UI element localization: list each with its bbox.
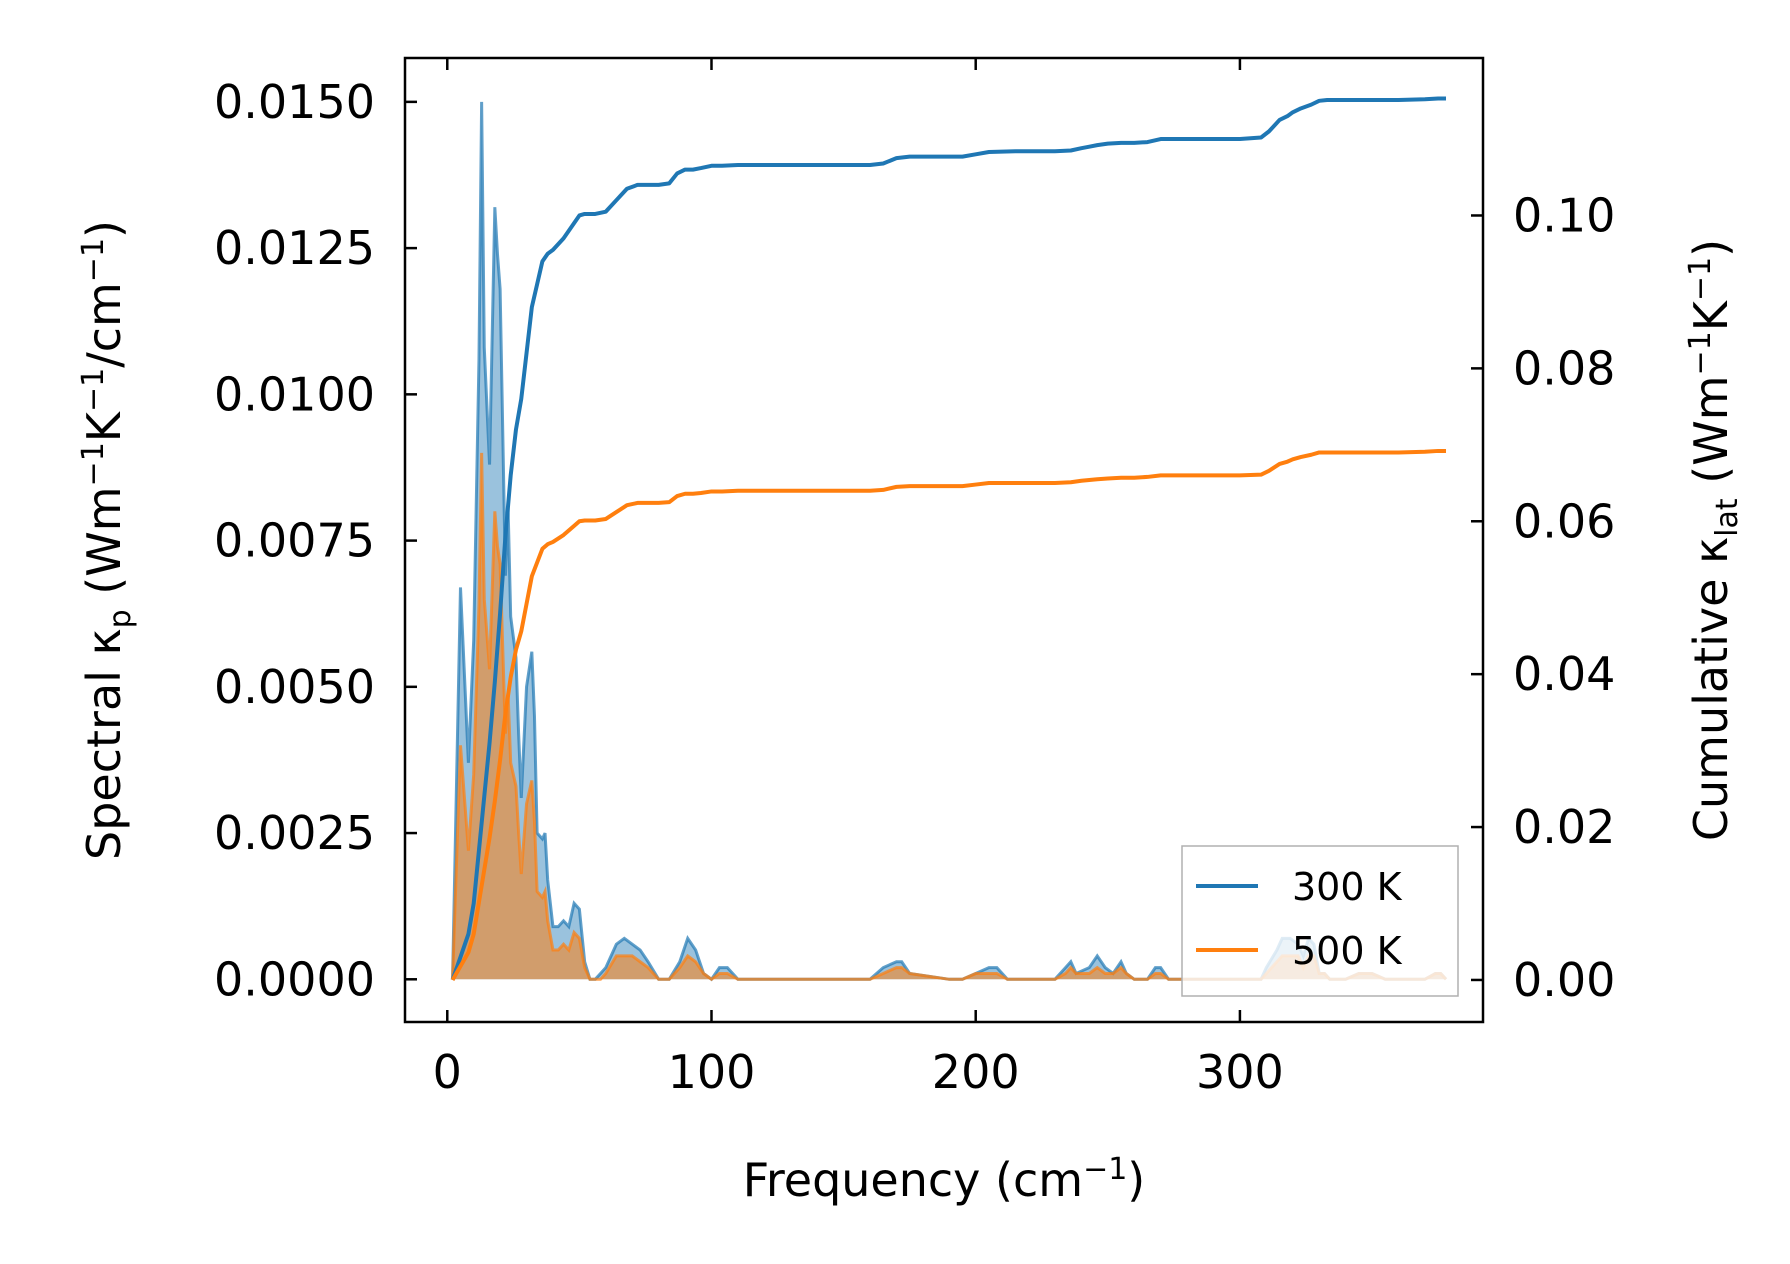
- x-tick-label: 200: [932, 1045, 1020, 1099]
- legend-label-300k: 300 K: [1292, 865, 1403, 909]
- left-y-tick-label: 0.0150: [214, 75, 375, 129]
- left-y-tick-label: 0.0025: [214, 806, 375, 860]
- right-y-tick-label: 0.00: [1513, 953, 1615, 1007]
- left-y-tick-label: 0.0125: [214, 221, 375, 275]
- x-tick-label: 100: [668, 1045, 756, 1099]
- right-y-axis-label: Cumulative κlat (Wm−1K−1): [1683, 239, 1745, 841]
- x-axis-label: Frequency (cm−1): [743, 1152, 1146, 1207]
- legend-box: [1181, 845, 1459, 997]
- x-axis-ticks: 0 100 200 300: [433, 58, 1284, 1099]
- left-y-axis-label: Spectral κp (Wm−1K−1/cm−1): [76, 220, 138, 860]
- x-tick-label: 0: [433, 1045, 462, 1099]
- left-y-tick-label: 0.0000: [214, 952, 375, 1006]
- right-y-tick-label: 0.04: [1513, 647, 1615, 701]
- left-y-tick-label: 0.0100: [214, 367, 375, 421]
- left-y-tick-label: 0.0050: [214, 660, 375, 714]
- right-y-tick-label: 0.06: [1513, 494, 1615, 548]
- left-y-tick-label: 0.0075: [214, 514, 375, 568]
- right-y-axis-ticks: 0.00 0.02 0.04 0.06 0.08 0.10: [1471, 188, 1615, 1007]
- left-y-axis-ticks: 0.0000 0.0025 0.0050 0.0075 0.0100 0.0125 0.01…: [214, 75, 417, 1006]
- cumulative-line-500k: [450, 448, 1447, 981]
- legend: 300 K 500 K: [1181, 845, 1459, 997]
- cumulative-series-group: [450, 96, 1447, 981]
- right-y-tick-label: 0.08: [1513, 341, 1615, 395]
- legend-label-500k: 500 K: [1292, 929, 1403, 973]
- cumulative-line-300k: [450, 96, 1447, 981]
- right-y-tick-label: 0.02: [1513, 800, 1615, 854]
- right-y-tick-label: 0.10: [1513, 188, 1615, 242]
- x-tick-label: 300: [1196, 1045, 1284, 1099]
